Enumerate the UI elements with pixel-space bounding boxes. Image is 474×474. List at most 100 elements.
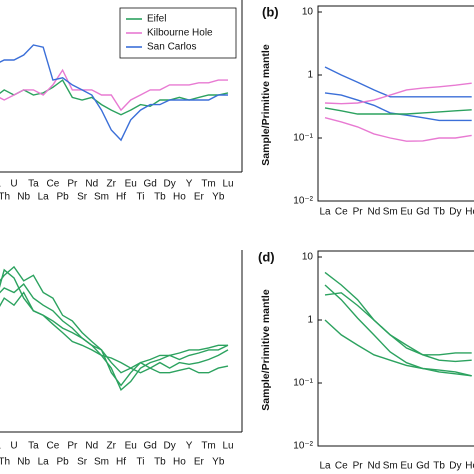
panel-label: (b): [262, 4, 279, 19]
legend-label: Eifel: [147, 14, 166, 25]
x-tick-label: Ta: [28, 441, 39, 452]
x-tick-label: Y: [186, 441, 193, 452]
x-tick-label: Hf: [116, 457, 126, 468]
x-tick-label: U: [10, 441, 17, 452]
x-tick-label: Zr: [107, 179, 117, 190]
x-tick-label: Ce: [46, 179, 59, 190]
x-tick-label: U: [10, 179, 17, 190]
x-tick-label: Tb: [433, 461, 445, 472]
x-tick-label: Nd: [368, 461, 381, 472]
x-tick-label: Ho: [173, 192, 186, 203]
x-tick-label: Ce: [335, 461, 348, 472]
y-tick-label: 10⁻¹: [293, 378, 313, 389]
frame-d: [317, 250, 474, 447]
x-tick-label: Eu: [125, 441, 137, 452]
x-tick-label: Sm: [383, 207, 398, 218]
x-tick-label: Lu: [222, 441, 233, 452]
x-tick-label: Pb: [56, 192, 69, 203]
x-tick-label: Dy: [164, 441, 176, 452]
x-tick-label: Nd: [368, 207, 381, 218]
x-tick-label: Ti: [136, 192, 144, 203]
x-tick-label: Sm: [383, 461, 398, 472]
x-tick-label: Tb: [433, 207, 445, 218]
y-tick-label: 10⁻¹: [293, 133, 313, 144]
x-tick-label: Tb: [154, 457, 166, 468]
y-tick-label: 10⁻²: [293, 441, 313, 452]
series-line: [324, 284, 472, 377]
series-line: [0, 68, 228, 112]
x-tick-label: Ce: [46, 441, 59, 452]
x-tick-label: Ho: [173, 457, 186, 468]
x-tick-label: Ba: [0, 441, 1, 452]
x-tick-label: Nb: [17, 457, 30, 468]
frame-b: [317, 5, 474, 202]
x-tick-label: Gd: [144, 441, 157, 452]
series-line: [324, 117, 472, 142]
panel-label: (d): [258, 249, 275, 264]
x-tick-label: Zr: [107, 441, 117, 452]
x-tick-label: Er: [194, 192, 205, 203]
x-tick-label: La: [319, 461, 331, 472]
x-tick-label: Gd: [416, 207, 429, 218]
x-tick-label: Sm: [94, 192, 109, 203]
x-tick-label: Nd: [85, 441, 98, 452]
series-line: [324, 319, 472, 377]
x-tick-label: Eu: [125, 179, 137, 190]
x-tick-label: Dy: [449, 461, 461, 472]
y-tick-label: 1: [307, 315, 313, 326]
x-tick-label: Tb: [154, 192, 166, 203]
x-tick-label: Yb: [212, 192, 225, 203]
x-tick-label: Sm: [94, 457, 109, 468]
x-tick-label: Dy: [449, 207, 461, 218]
series-line: [324, 66, 472, 98]
x-tick-label: Ho: [465, 461, 474, 472]
x-tick-label: Gd: [144, 179, 157, 190]
series-line: [0, 265, 229, 387]
x-tick-label: Yb: [212, 457, 225, 468]
x-tick-label: Tm: [201, 179, 215, 190]
x-tick-label: Th: [0, 457, 10, 468]
x-tick-label: Sr: [77, 457, 88, 468]
x-tick-label: Ti: [136, 457, 144, 468]
x-tick-label: La: [38, 192, 50, 203]
x-tick-label: Nb: [17, 192, 30, 203]
y-axis-title: Sample/Primitive mantle: [260, 289, 272, 411]
x-tick-label: Eu: [400, 461, 412, 472]
x-tick-label: La: [319, 207, 331, 218]
series-line: [324, 107, 472, 115]
x-tick-label: Gd: [416, 461, 429, 472]
x-tick-label: Tm: [201, 441, 215, 452]
x-tick-label: Pr: [353, 461, 364, 472]
x-tick-label: Ce: [335, 207, 348, 218]
x-tick-label: Ta: [28, 179, 39, 190]
x-tick-label: Ho: [465, 207, 474, 218]
y-axis-title: Sample/Primitive mantle: [260, 44, 272, 166]
series-line: [0, 283, 229, 374]
series-line: [0, 44, 228, 142]
x-tick-label: Eu: [400, 207, 412, 218]
y-tick-label: 10⁻²: [293, 196, 313, 207]
x-tick-label: Nd: [85, 179, 98, 190]
x-tick-label: Lu: [222, 179, 233, 190]
legend-label: San Carlos: [147, 42, 196, 53]
x-tick-label: Ba: [0, 179, 1, 190]
x-tick-label: Er: [194, 457, 205, 468]
series-line: [324, 271, 472, 363]
series-line: [324, 82, 472, 105]
series-line: [0, 291, 228, 369]
x-tick-label: Th: [0, 192, 10, 203]
x-tick-label: Sr: [77, 192, 88, 203]
series-line: [324, 292, 472, 356]
x-tick-label: Dy: [164, 179, 176, 190]
x-tick-label: Pr: [67, 441, 78, 452]
x-tick-label: La: [38, 457, 50, 468]
x-tick-label: Hf: [116, 192, 126, 203]
y-tick-label: 1: [307, 70, 313, 81]
x-tick-label: Pb: [56, 457, 69, 468]
y-tick-label: 10: [302, 252, 314, 263]
x-tick-label: Pr: [67, 179, 78, 190]
y-tick-label: 10: [302, 7, 314, 18]
x-tick-label: Y: [186, 179, 193, 190]
